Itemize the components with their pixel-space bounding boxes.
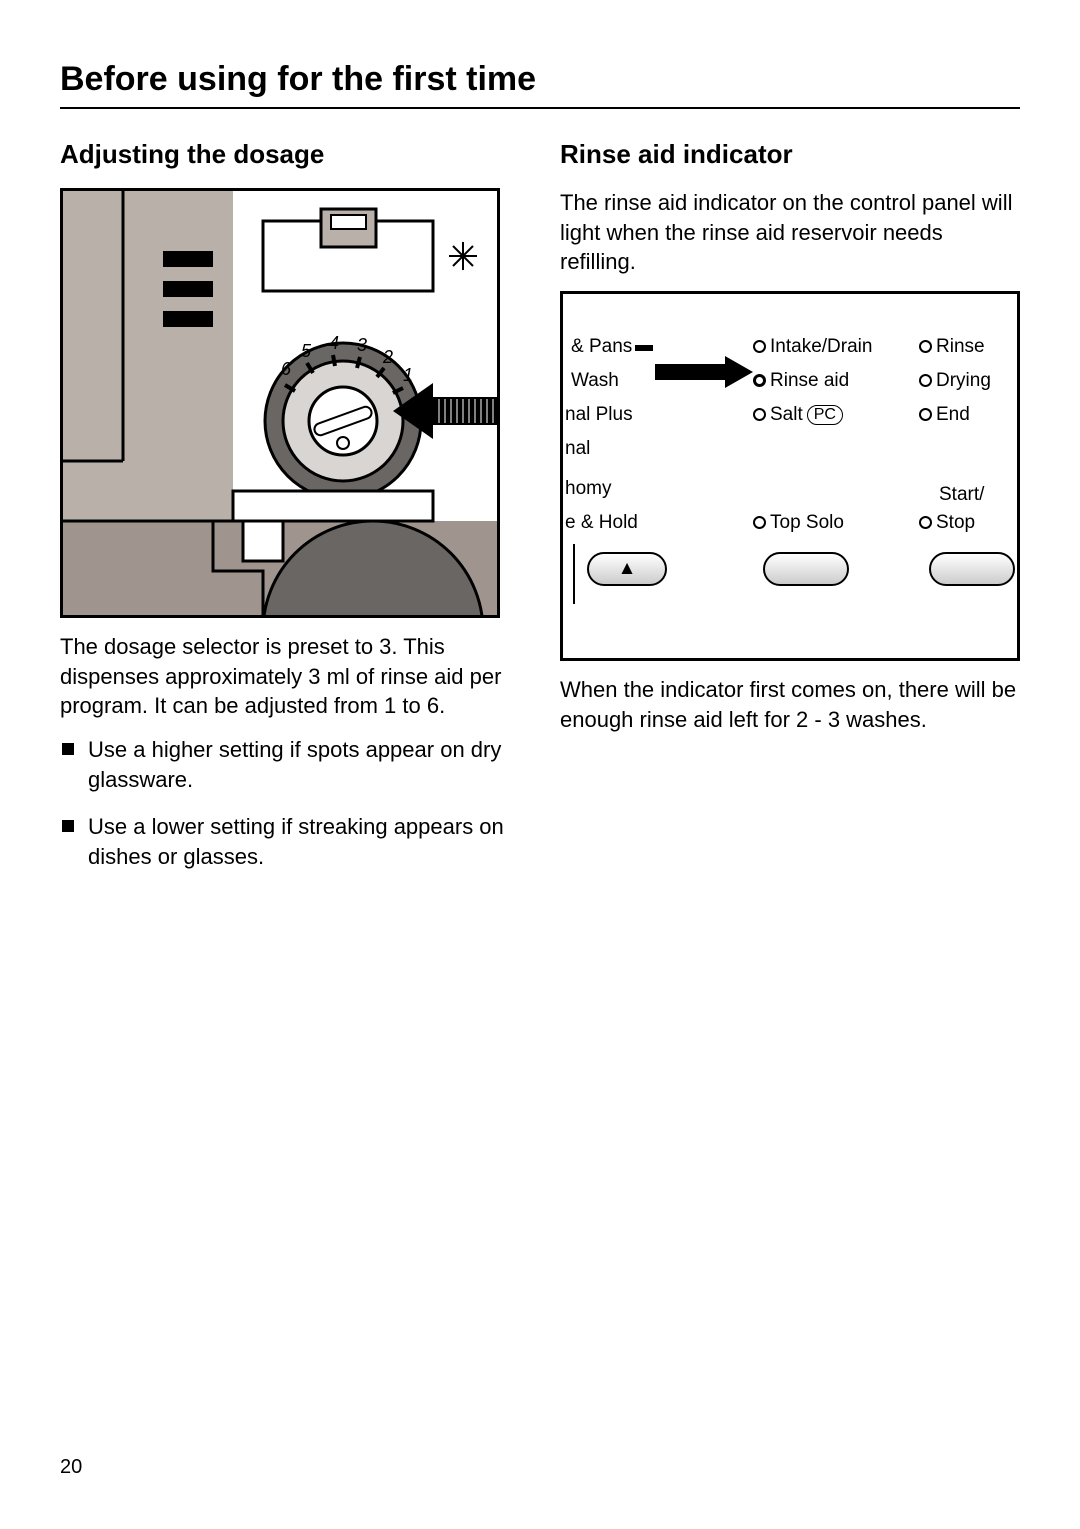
circle-icon bbox=[919, 374, 932, 387]
panel-ind-topsolo-label: Top Solo bbox=[770, 512, 844, 533]
panel-ind-rinse-label: Rinse bbox=[936, 336, 985, 357]
title-rule bbox=[60, 107, 1020, 109]
dosage-intro-text: The dosage selector is preset to 3. This… bbox=[60, 632, 520, 721]
circle-icon bbox=[919, 408, 932, 421]
circle-icon bbox=[919, 516, 932, 529]
dosage-section-title: Adjusting the dosage bbox=[60, 139, 520, 170]
triangle-up-icon: ▲ bbox=[618, 558, 637, 579]
panel-button-triangle: ▲ bbox=[587, 552, 667, 586]
circle-icon bbox=[753, 408, 766, 421]
panel-ind-rinse: Rinse bbox=[919, 336, 985, 358]
panel-label-nalplus: nal Plus bbox=[565, 404, 633, 426]
panel-ind-stop: Stop bbox=[919, 512, 975, 534]
dosage-bullets: Use a higher setting if spots appear on … bbox=[60, 735, 520, 872]
panel-label-nal: nal bbox=[565, 438, 590, 460]
panel-divider-left bbox=[563, 544, 575, 604]
panel-ind-end: End bbox=[919, 404, 970, 426]
panel-button-middle bbox=[763, 552, 849, 586]
arrow-icon bbox=[655, 352, 755, 392]
pc-badge: PC bbox=[807, 405, 843, 425]
dial-num-4: 4 bbox=[329, 333, 339, 353]
panel-ind-salt: SaltPC bbox=[753, 404, 843, 426]
selector-mark-icon bbox=[635, 342, 653, 354]
circle-icon bbox=[753, 516, 766, 529]
panel-ind-salt-label: Salt bbox=[770, 404, 803, 425]
panel-ind-drying: Drying bbox=[919, 370, 991, 392]
panel-label-homy: homy bbox=[565, 478, 611, 500]
panel-ind-rinseaid: Rinse aid bbox=[753, 370, 849, 392]
panel-ind-intake: Intake/Drain bbox=[753, 336, 872, 358]
dosage-bullet-1: Use a higher setting if spots appear on … bbox=[60, 735, 520, 794]
panel-button-right bbox=[929, 552, 1015, 586]
panel-ind-end-label: End bbox=[936, 404, 970, 425]
panel-ind-topsolo: Top Solo bbox=[753, 512, 844, 534]
control-panel-illustration: & Pans Wash nal Plus nal homy e & Hold I… bbox=[560, 291, 1020, 661]
dosage-dial-illustration: 6 5 4 3 2 1 bbox=[60, 188, 500, 618]
panel-ind-stop-label: Stop bbox=[936, 512, 975, 533]
panel-label-ehold: e & Hold bbox=[565, 512, 638, 534]
rinse-aid-section-title: Rinse aid indicator bbox=[560, 139, 1020, 170]
panel-label-start: Start/ bbox=[939, 484, 984, 506]
left-column: Adjusting the dosage bbox=[60, 139, 520, 890]
dial-num-6: 6 bbox=[281, 359, 292, 379]
dosage-bullet-2: Use a lower setting if streaking appears… bbox=[60, 812, 520, 871]
panel-label-wash: Wash bbox=[571, 370, 619, 392]
dial-num-2: 2 bbox=[382, 347, 393, 367]
panel-ind-rinseaid-label: Rinse aid bbox=[770, 370, 849, 391]
right-column: Rinse aid indicator The rinse aid indica… bbox=[560, 139, 1020, 890]
page-title: Before using for the first time bbox=[60, 60, 1020, 99]
rinse-aid-outro-text: When the indicator first comes on, there… bbox=[560, 675, 1020, 734]
dial-num-1: 1 bbox=[403, 365, 413, 385]
panel-label-pans: & Pans bbox=[571, 336, 632, 358]
rinse-aid-intro-text: The rinse aid indicator on the control p… bbox=[560, 188, 1020, 277]
panel-ind-intake-label: Intake/Drain bbox=[770, 336, 872, 357]
dial-num-3: 3 bbox=[357, 335, 367, 355]
page-number: 20 bbox=[60, 1456, 82, 1479]
panel-ind-drying-label: Drying bbox=[936, 370, 991, 391]
circle-icon bbox=[919, 340, 932, 353]
dial-num-5: 5 bbox=[301, 341, 312, 361]
